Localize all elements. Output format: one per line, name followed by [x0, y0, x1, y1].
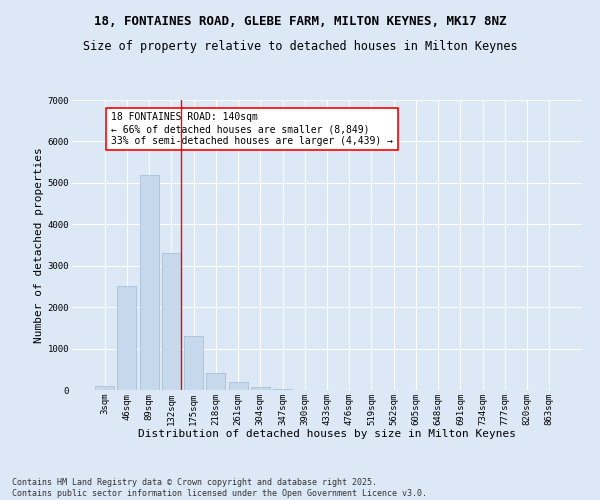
Bar: [118, 286, 136, 390]
Bar: [162, 254, 181, 390]
Bar: [140, 174, 158, 390]
Bar: [229, 382, 248, 390]
X-axis label: Distribution of detached houses by size in Milton Keynes: Distribution of detached houses by size …: [138, 429, 516, 439]
Text: 18 FONTAINES ROAD: 140sqm
← 66% of detached houses are smaller (8,849)
33% of se: 18 FONTAINES ROAD: 140sqm ← 66% of detac…: [112, 112, 394, 146]
Bar: [251, 386, 270, 390]
Bar: [273, 389, 292, 390]
Bar: [184, 336, 203, 390]
Y-axis label: Number of detached properties: Number of detached properties: [34, 147, 44, 343]
Bar: [206, 374, 225, 390]
Bar: [95, 386, 114, 390]
Text: 18, FONTAINES ROAD, GLEBE FARM, MILTON KEYNES, MK17 8NZ: 18, FONTAINES ROAD, GLEBE FARM, MILTON K…: [94, 15, 506, 28]
Text: Contains HM Land Registry data © Crown copyright and database right 2025.
Contai: Contains HM Land Registry data © Crown c…: [12, 478, 427, 498]
Text: Size of property relative to detached houses in Milton Keynes: Size of property relative to detached ho…: [83, 40, 517, 53]
